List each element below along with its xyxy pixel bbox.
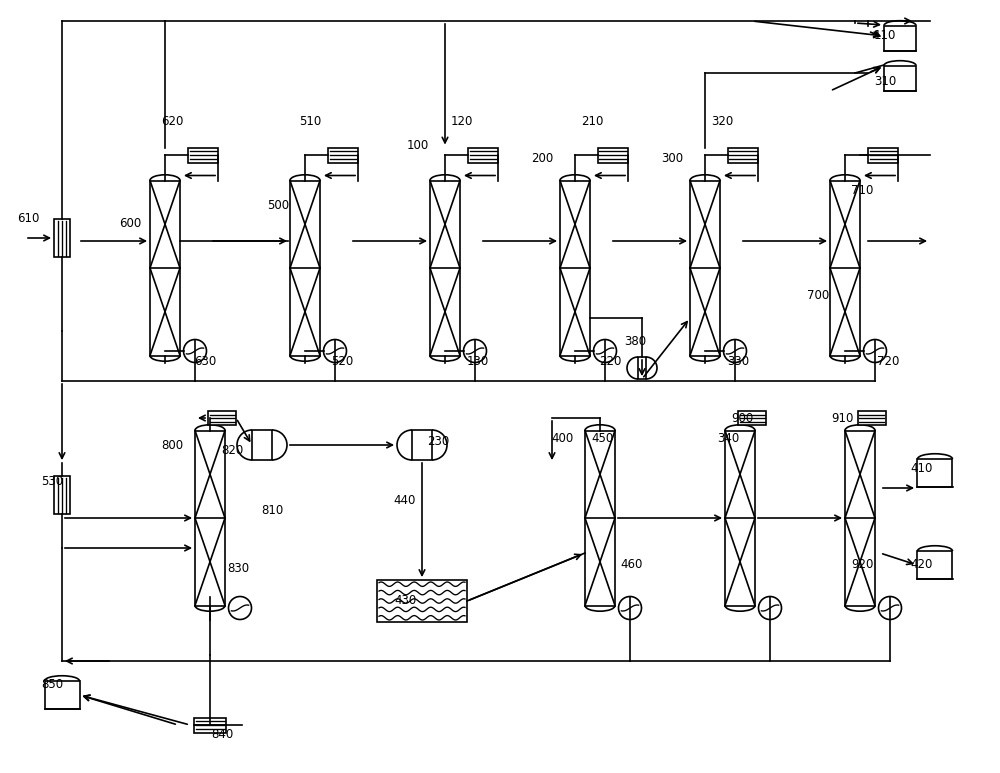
Text: 810: 810 — [261, 505, 283, 517]
Text: 630: 630 — [194, 355, 216, 367]
Bar — [54, 219, 70, 257]
Text: 500: 500 — [267, 199, 289, 212]
Text: 110: 110 — [874, 29, 896, 42]
Text: 510: 510 — [299, 114, 321, 128]
Bar — [208, 411, 236, 425]
Text: 200: 200 — [531, 152, 553, 165]
Circle shape — [618, 597, 642, 619]
Text: 330: 330 — [727, 355, 749, 367]
Circle shape — [759, 597, 782, 619]
Bar — [377, 580, 467, 622]
Bar — [430, 181, 460, 356]
Text: 620: 620 — [161, 114, 183, 128]
Text: 230: 230 — [427, 434, 449, 448]
Circle shape — [864, 339, 887, 363]
Text: 410: 410 — [911, 461, 933, 475]
Text: 830: 830 — [227, 561, 249, 574]
Text: 600: 600 — [119, 216, 141, 230]
Bar — [917, 459, 952, 487]
Bar — [638, 357, 646, 379]
Text: 380: 380 — [624, 335, 646, 348]
Bar — [738, 411, 766, 425]
Bar — [412, 430, 432, 460]
Bar — [45, 681, 80, 709]
Text: 130: 130 — [467, 355, 489, 367]
Text: 100: 100 — [407, 138, 429, 152]
Text: 440: 440 — [394, 495, 416, 508]
Circle shape — [184, 339, 207, 363]
Text: 340: 340 — [717, 431, 739, 444]
Text: 420: 420 — [911, 559, 933, 571]
Text: 900: 900 — [731, 411, 753, 424]
Bar — [884, 26, 916, 50]
Bar — [858, 411, 886, 425]
Text: 530: 530 — [41, 475, 63, 488]
Text: 820: 820 — [221, 444, 243, 458]
Text: 220: 220 — [599, 355, 621, 367]
Bar — [585, 431, 615, 605]
Text: 910: 910 — [831, 411, 853, 424]
Bar — [195, 431, 225, 605]
Text: 800: 800 — [161, 438, 183, 451]
Text: 430: 430 — [394, 594, 416, 608]
Bar — [884, 66, 916, 90]
Text: 320: 320 — [711, 114, 733, 128]
Bar — [845, 431, 875, 605]
Bar — [468, 148, 498, 162]
Circle shape — [879, 597, 902, 619]
Bar — [917, 551, 952, 579]
Circle shape — [724, 339, 746, 363]
Bar — [150, 181, 180, 356]
Text: 300: 300 — [661, 152, 683, 165]
Text: 210: 210 — [581, 114, 603, 128]
Text: 120: 120 — [451, 114, 473, 128]
Bar — [598, 148, 628, 162]
Text: 610: 610 — [17, 212, 39, 224]
Text: 850: 850 — [41, 679, 63, 692]
Text: 710: 710 — [851, 185, 873, 197]
Bar — [188, 148, 218, 162]
Text: 520: 520 — [331, 355, 353, 367]
Text: 400: 400 — [551, 431, 573, 444]
Bar — [194, 717, 226, 733]
Text: 310: 310 — [874, 74, 896, 87]
Bar — [868, 148, 898, 162]
Bar — [54, 476, 70, 514]
Circle shape — [464, 339, 487, 363]
Circle shape — [594, 339, 616, 363]
Text: 920: 920 — [851, 559, 873, 571]
Bar — [290, 181, 320, 356]
Text: 460: 460 — [621, 559, 643, 571]
Bar — [728, 148, 758, 162]
Bar — [830, 181, 860, 356]
Text: 450: 450 — [591, 431, 613, 444]
Circle shape — [324, 339, 347, 363]
Circle shape — [229, 597, 252, 619]
Text: 840: 840 — [211, 728, 233, 741]
Text: 700: 700 — [807, 288, 829, 301]
Bar — [725, 431, 755, 605]
Text: 720: 720 — [877, 355, 899, 367]
Bar — [328, 148, 358, 162]
Bar — [690, 181, 720, 356]
Bar — [560, 181, 590, 356]
Bar — [252, 430, 272, 460]
